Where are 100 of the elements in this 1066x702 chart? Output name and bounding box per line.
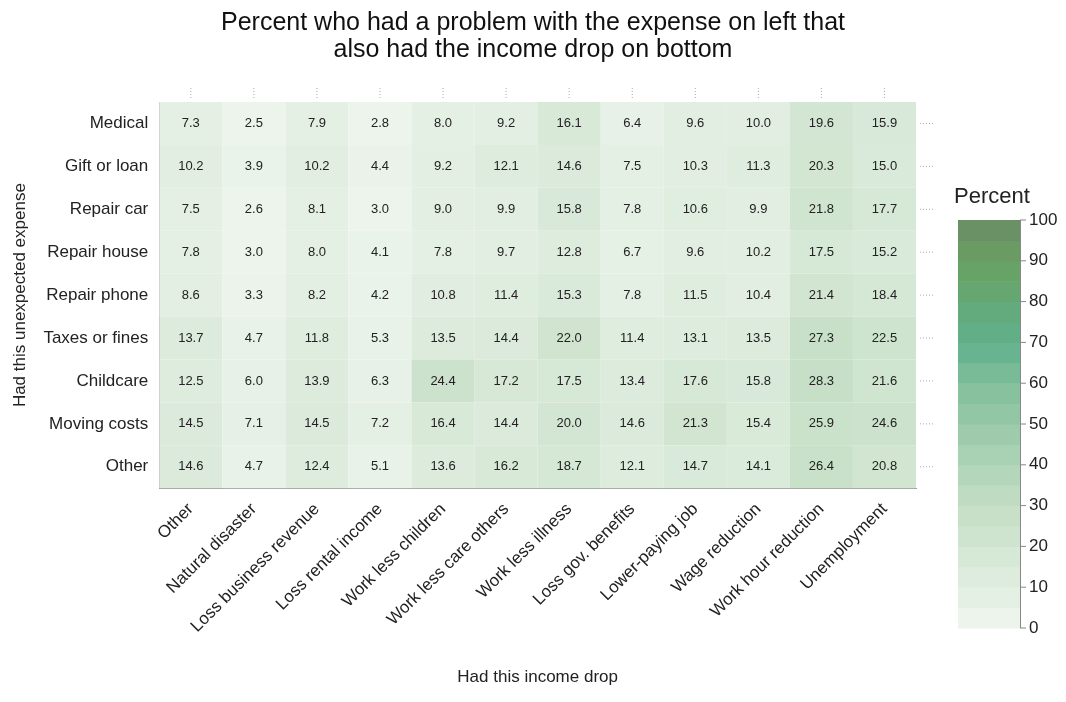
data-label: 13.5	[430, 329, 456, 345]
y-tick-label: Childcare	[76, 370, 149, 390]
data-label: 14.5	[178, 415, 204, 431]
data-label: 4.2	[370, 286, 390, 302]
data-label: 9.9	[749, 200, 768, 216]
data-label: 14.6	[178, 458, 204, 474]
data-label: 3.0	[370, 200, 390, 216]
data-label: 10.8	[430, 286, 456, 302]
data-label: 10.2	[304, 157, 330, 173]
data-label: 6.4	[623, 115, 642, 131]
data-label: 15.8	[556, 200, 582, 216]
data-label: 14.4	[493, 415, 519, 431]
data-label: 17.5	[556, 372, 582, 388]
data-label: 15.0	[871, 157, 898, 173]
data-label: 15.8	[745, 372, 772, 388]
data-label: 8.0	[434, 115, 453, 131]
data-label: 26.4	[808, 458, 835, 474]
data-label: 22.5	[871, 329, 898, 345]
y-tick-label: Repair phone	[46, 284, 149, 304]
data-label: 10.3	[682, 157, 708, 173]
y-tick-label: Gift or loan	[65, 156, 149, 176]
data-label: 18.4	[871, 286, 898, 302]
color-bar-label: 100	[1029, 209, 1058, 229]
data-label: 21.4	[808, 286, 835, 302]
data-label: 7.9	[307, 115, 326, 131]
data-label: 22.0	[556, 329, 582, 345]
data-label: 9.0	[434, 200, 453, 216]
data-label: 15.4	[745, 415, 772, 431]
data-label: 14.6	[619, 415, 645, 431]
y-tick-label: Repair car	[69, 198, 149, 218]
data-label: 12.1	[493, 157, 519, 173]
data-label: 15.9	[871, 115, 898, 131]
data-label: 10.6	[682, 200, 708, 216]
data-label: 3.9	[244, 157, 263, 173]
data-label: 12.4	[304, 458, 330, 474]
data-label: 12.5	[178, 372, 204, 388]
data-label: 11.4	[493, 286, 519, 302]
data-label: 9.6	[686, 243, 705, 259]
color-bar-label: 0	[1029, 617, 1039, 637]
y-axis-title: Had this unexpected expense	[9, 183, 29, 408]
data-label: 14.1	[745, 458, 772, 474]
data-label: 14.5	[304, 415, 330, 431]
data-label: 7.8	[181, 243, 200, 259]
data-label: 8.2	[307, 286, 326, 302]
data-label: 21.8	[808, 200, 835, 216]
color-bar-title: Percent	[954, 183, 1030, 209]
data-label: 7.5	[623, 157, 642, 173]
data-label: 10.2	[745, 243, 772, 259]
data-label: 2.5	[244, 115, 263, 131]
x-axis-title: Had this income drop	[457, 667, 618, 687]
data-label: 9.6	[686, 115, 705, 131]
data-label: 4.4	[370, 157, 390, 173]
data-label: 7.1	[244, 415, 263, 431]
data-label: 13.5	[745, 329, 772, 345]
data-label: 24.6	[871, 415, 898, 431]
color-bar-label: 60	[1029, 372, 1048, 392]
color-bar-label: 10	[1029, 576, 1048, 596]
data-label: 10.2	[178, 157, 204, 173]
data-label: 8.6	[181, 286, 200, 302]
data-label: 6.7	[623, 243, 642, 259]
data-label: 17.7	[871, 200, 898, 216]
color-bar-label: 50	[1029, 413, 1048, 433]
data-label: 7.8	[434, 243, 453, 259]
data-label: 8.0	[307, 243, 326, 259]
data-label: 17.5	[808, 243, 835, 259]
data-label: 16.4	[430, 415, 456, 431]
data-label: 5.3	[370, 329, 390, 345]
color-bar-label: 20	[1029, 536, 1048, 556]
data-label: 8.1	[307, 200, 326, 216]
data-label: 9.7	[497, 243, 516, 259]
data-label: 4.7	[244, 329, 263, 345]
data-label: 17.6	[682, 372, 708, 388]
data-label: 12.1	[619, 458, 645, 474]
data-label: 7.8	[623, 286, 642, 302]
data-label: 14.6	[556, 157, 582, 173]
y-tick-label: Taxes or fines	[43, 327, 149, 347]
data-label: 15.2	[871, 243, 898, 259]
data-label: 17.2	[493, 372, 519, 388]
data-label: 28.3	[808, 372, 835, 388]
data-label: 20.3	[808, 157, 835, 173]
data-label: 9.9	[497, 200, 516, 216]
color-bar-label: 90	[1029, 250, 1048, 270]
chart-title: Percent who had a problem with the expense on left that also had the income drop on bottom	[220, 6, 846, 64]
data-label: 11.3	[746, 157, 771, 173]
data-label: 9.2	[434, 157, 453, 173]
data-label: 19.6	[808, 115, 835, 131]
data-label: 2.6	[244, 200, 263, 216]
data-label: 24.4	[430, 372, 456, 388]
data-label: 16.1	[556, 115, 582, 131]
data-label: 12.8	[556, 243, 582, 259]
data-label: 13.7	[178, 329, 204, 345]
data-label: 16.2	[493, 458, 519, 474]
data-label: 15.3	[556, 286, 582, 302]
color-bar-label: 80	[1029, 291, 1048, 311]
data-label: 6.0	[244, 372, 263, 388]
data-label: 5.1	[370, 458, 390, 474]
data-label: 7.5	[181, 200, 200, 216]
data-label: 25.9	[808, 415, 835, 431]
data-label: 13.9	[304, 372, 330, 388]
data-label: 7.2	[370, 415, 390, 431]
